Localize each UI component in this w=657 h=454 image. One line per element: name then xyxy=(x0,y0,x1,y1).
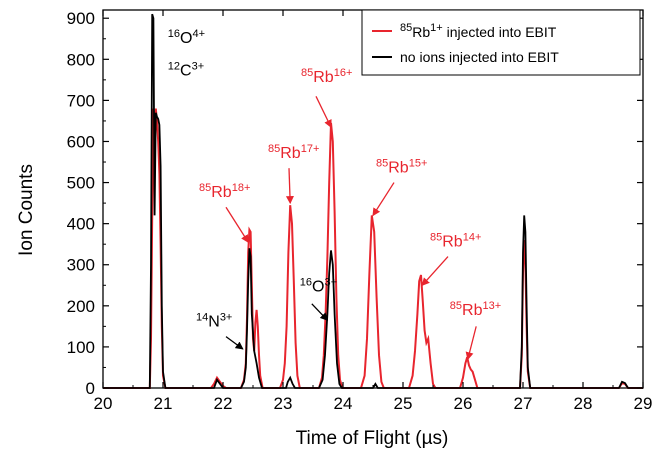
annotation-mass: 16 xyxy=(300,276,312,288)
x-tick-label: 22 xyxy=(214,394,233,413)
annotation-element: O xyxy=(312,278,324,295)
y-tick-label: 900 xyxy=(67,9,95,28)
annotation-label: 85Rb15+ xyxy=(376,157,427,176)
annotation-rb15: 85Rb15+ xyxy=(372,157,427,217)
annotation-mass: 12 xyxy=(168,61,180,73)
y-tick-label: 300 xyxy=(67,256,95,275)
x-tick-label: 24 xyxy=(334,394,353,413)
annotation-arrow xyxy=(225,206,249,243)
annotation-label: 16O3+ xyxy=(300,276,337,295)
annotation-charge: 3+ xyxy=(192,61,205,73)
legend-label-red-element: Rb xyxy=(412,24,430,40)
y-tick-label: 500 xyxy=(67,174,95,193)
series-line-rb-injected xyxy=(103,108,643,389)
annotation-label: 85Rb16+ xyxy=(301,67,352,86)
annotation-mass: 85 xyxy=(430,231,442,243)
annotation-rb13: 85Rb13+ xyxy=(450,300,501,361)
annotation-charge: 13+ xyxy=(483,300,502,312)
x-axis-title: Time of Flight (µs) xyxy=(296,428,449,449)
annotation-charge: 16+ xyxy=(334,67,353,79)
annotation-label: 16O4+ xyxy=(168,28,205,47)
annotation-label: 85Rb14+ xyxy=(430,231,481,250)
annotation-arrow xyxy=(225,336,244,350)
annotation-element: N xyxy=(208,313,220,330)
legend-box xyxy=(361,9,641,76)
annotation-charge: 3+ xyxy=(220,311,233,323)
x-tick-label: 28 xyxy=(574,394,593,413)
annotation-element: Rb xyxy=(388,159,409,176)
x-tick-label: 20 xyxy=(94,394,113,413)
annotation-element: Rb xyxy=(313,69,334,86)
x-tick-label: 21 xyxy=(154,394,173,413)
x-tick-label: 25 xyxy=(394,394,413,413)
legend-label-red: 85Rb1+ injected into EBIT xyxy=(400,22,557,40)
x-tick-label: 29 xyxy=(634,394,653,413)
y-tick-label: 200 xyxy=(67,297,95,316)
annotation-o3: 16O3+ xyxy=(300,276,337,321)
annotation-o4: 16O4+ xyxy=(168,28,205,47)
annotation-element: Rb xyxy=(211,184,232,201)
annotation-charge: 14+ xyxy=(463,231,482,243)
annotation-rb16: 85Rb16+ xyxy=(301,67,352,128)
annotation-charge: 18+ xyxy=(232,182,251,194)
series-layer xyxy=(103,13,643,389)
annotation-element: Rb xyxy=(280,145,301,162)
annotation-element: O xyxy=(180,30,192,47)
annotation-label: 85Rb17+ xyxy=(268,143,319,162)
annotation-mass: 85 xyxy=(199,182,211,194)
annotation-label: 12C3+ xyxy=(168,61,204,80)
annotation-charge: 15+ xyxy=(409,157,428,169)
annotation-arrow xyxy=(421,256,449,287)
annotation-n3: 14N3+ xyxy=(196,311,244,350)
annotation-arrow xyxy=(311,303,329,321)
annotation-rb18: 85Rb18+ xyxy=(199,182,250,243)
annotation-mass: 85 xyxy=(450,300,462,312)
annotation-label: 14N3+ xyxy=(196,311,232,330)
annotation-arrow xyxy=(372,182,395,217)
annotation-c3: 12C3+ xyxy=(168,61,204,80)
annotation-element: C xyxy=(180,63,192,80)
annotation-element: Rb xyxy=(462,302,483,319)
legend-label-red-charge: 1+ xyxy=(430,22,443,34)
annotation-label: 85Rb13+ xyxy=(450,300,501,319)
legend-label-red-mass: 85 xyxy=(400,22,412,34)
y-tick-label: 100 xyxy=(67,338,95,357)
series-line-no-ions xyxy=(103,13,643,389)
annotation-element: Rb xyxy=(442,233,463,250)
annotation-charge: 17+ xyxy=(301,143,320,155)
annotation-rb14: 85Rb14+ xyxy=(421,231,481,287)
annotation-layer: 16O4+12C3+85Rb18+85Rb17+85Rb16+85Rb15+85… xyxy=(168,28,501,361)
y-tick-label: 0 xyxy=(86,379,95,398)
y-tick-label: 700 xyxy=(67,91,95,110)
annotation-mass: 16 xyxy=(168,28,180,40)
x-tick-label: 26 xyxy=(454,394,473,413)
annotation-arrow xyxy=(315,95,332,128)
legend: 85Rb1+ injected into EBIT no ions inject… xyxy=(361,9,641,76)
y-tick-label: 600 xyxy=(67,132,95,151)
annotation-arrow xyxy=(465,326,477,361)
y-axis-title: Ion Counts xyxy=(16,164,37,256)
legend-label-black: no ions injected into EBIT xyxy=(400,49,559,65)
legend-label-red-rest: injected into EBIT xyxy=(443,24,557,40)
annotation-rb17: 85Rb17+ xyxy=(268,143,319,205)
x-tick-label: 27 xyxy=(514,394,533,413)
annotation-mass: 85 xyxy=(301,67,313,79)
annotation-mass: 85 xyxy=(376,157,388,169)
annotation-charge: 3+ xyxy=(325,276,338,288)
annotation-mass: 85 xyxy=(268,143,280,155)
y-tick-label: 800 xyxy=(67,50,95,69)
x-tick-label: 23 xyxy=(274,394,293,413)
annotation-charge: 4+ xyxy=(193,28,206,40)
y-tick-label: 400 xyxy=(67,215,95,234)
annotation-mass: 14 xyxy=(196,311,208,323)
annotation-label: 85Rb18+ xyxy=(199,182,250,201)
annotation-arrow xyxy=(285,168,294,205)
